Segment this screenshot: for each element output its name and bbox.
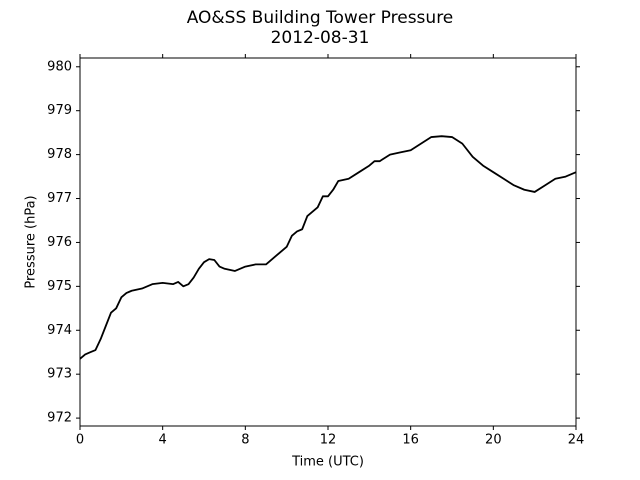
y-tick-label: 972 (47, 411, 72, 426)
data-line (79, 135, 577, 360)
y-tick-label: 978 (47, 147, 72, 162)
x-axis-label: Time (UTC) (291, 455, 364, 470)
y-tick-label: 973 (47, 367, 72, 382)
y-tick-label: 974 (47, 323, 72, 338)
x-tick-label: 20 (485, 433, 502, 448)
x-tick-label: 12 (320, 433, 337, 448)
chart-subtitle: 2012-08-31 (271, 28, 370, 48)
x-tick-label: 8 (241, 433, 249, 448)
y-tick-label: 975 (47, 279, 72, 294)
chart-title: AO&SS Building Tower Pressure (187, 8, 454, 28)
y-tick-label: 979 (47, 103, 72, 118)
x-tick-label: 16 (402, 433, 419, 448)
x-tick-label: 0 (76, 433, 84, 448)
y-tick-label: 976 (47, 235, 72, 250)
plot-frame (79, 57, 577, 427)
y-axis-label: Pressure (hPa) (24, 195, 39, 288)
y-tick-label: 977 (47, 191, 72, 206)
x-tick-label: 4 (159, 433, 167, 448)
y-tick-label: 980 (47, 59, 72, 74)
x-tick-label: 24 (568, 433, 585, 448)
